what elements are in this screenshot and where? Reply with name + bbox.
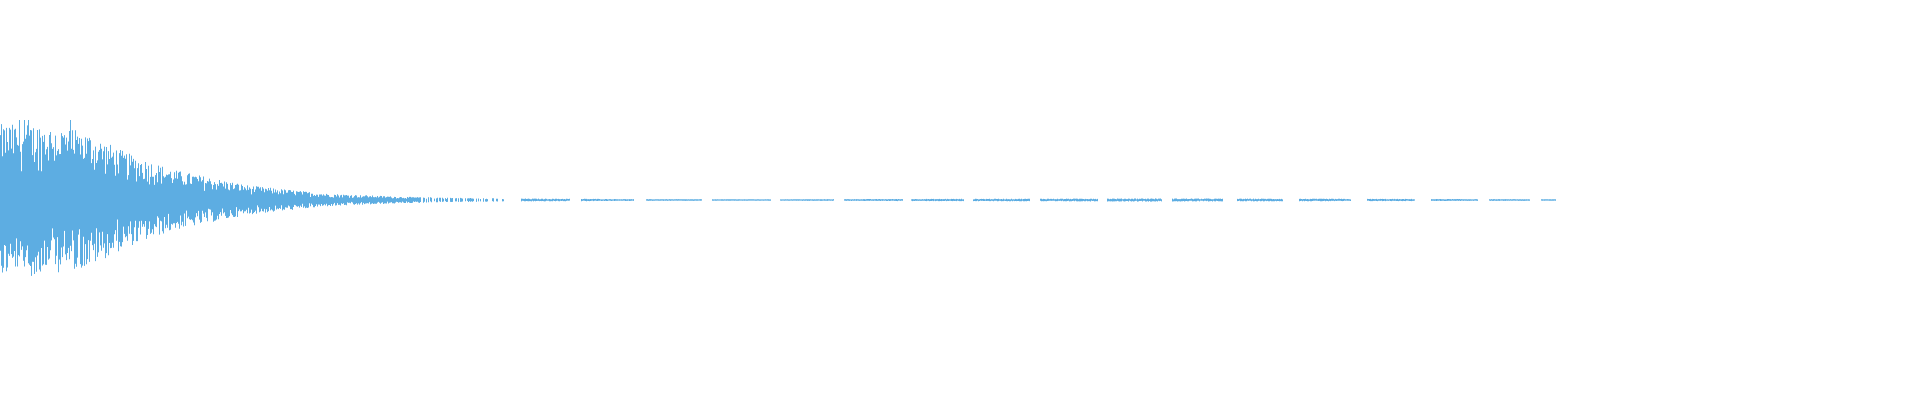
waveform-series [0,120,1556,276]
